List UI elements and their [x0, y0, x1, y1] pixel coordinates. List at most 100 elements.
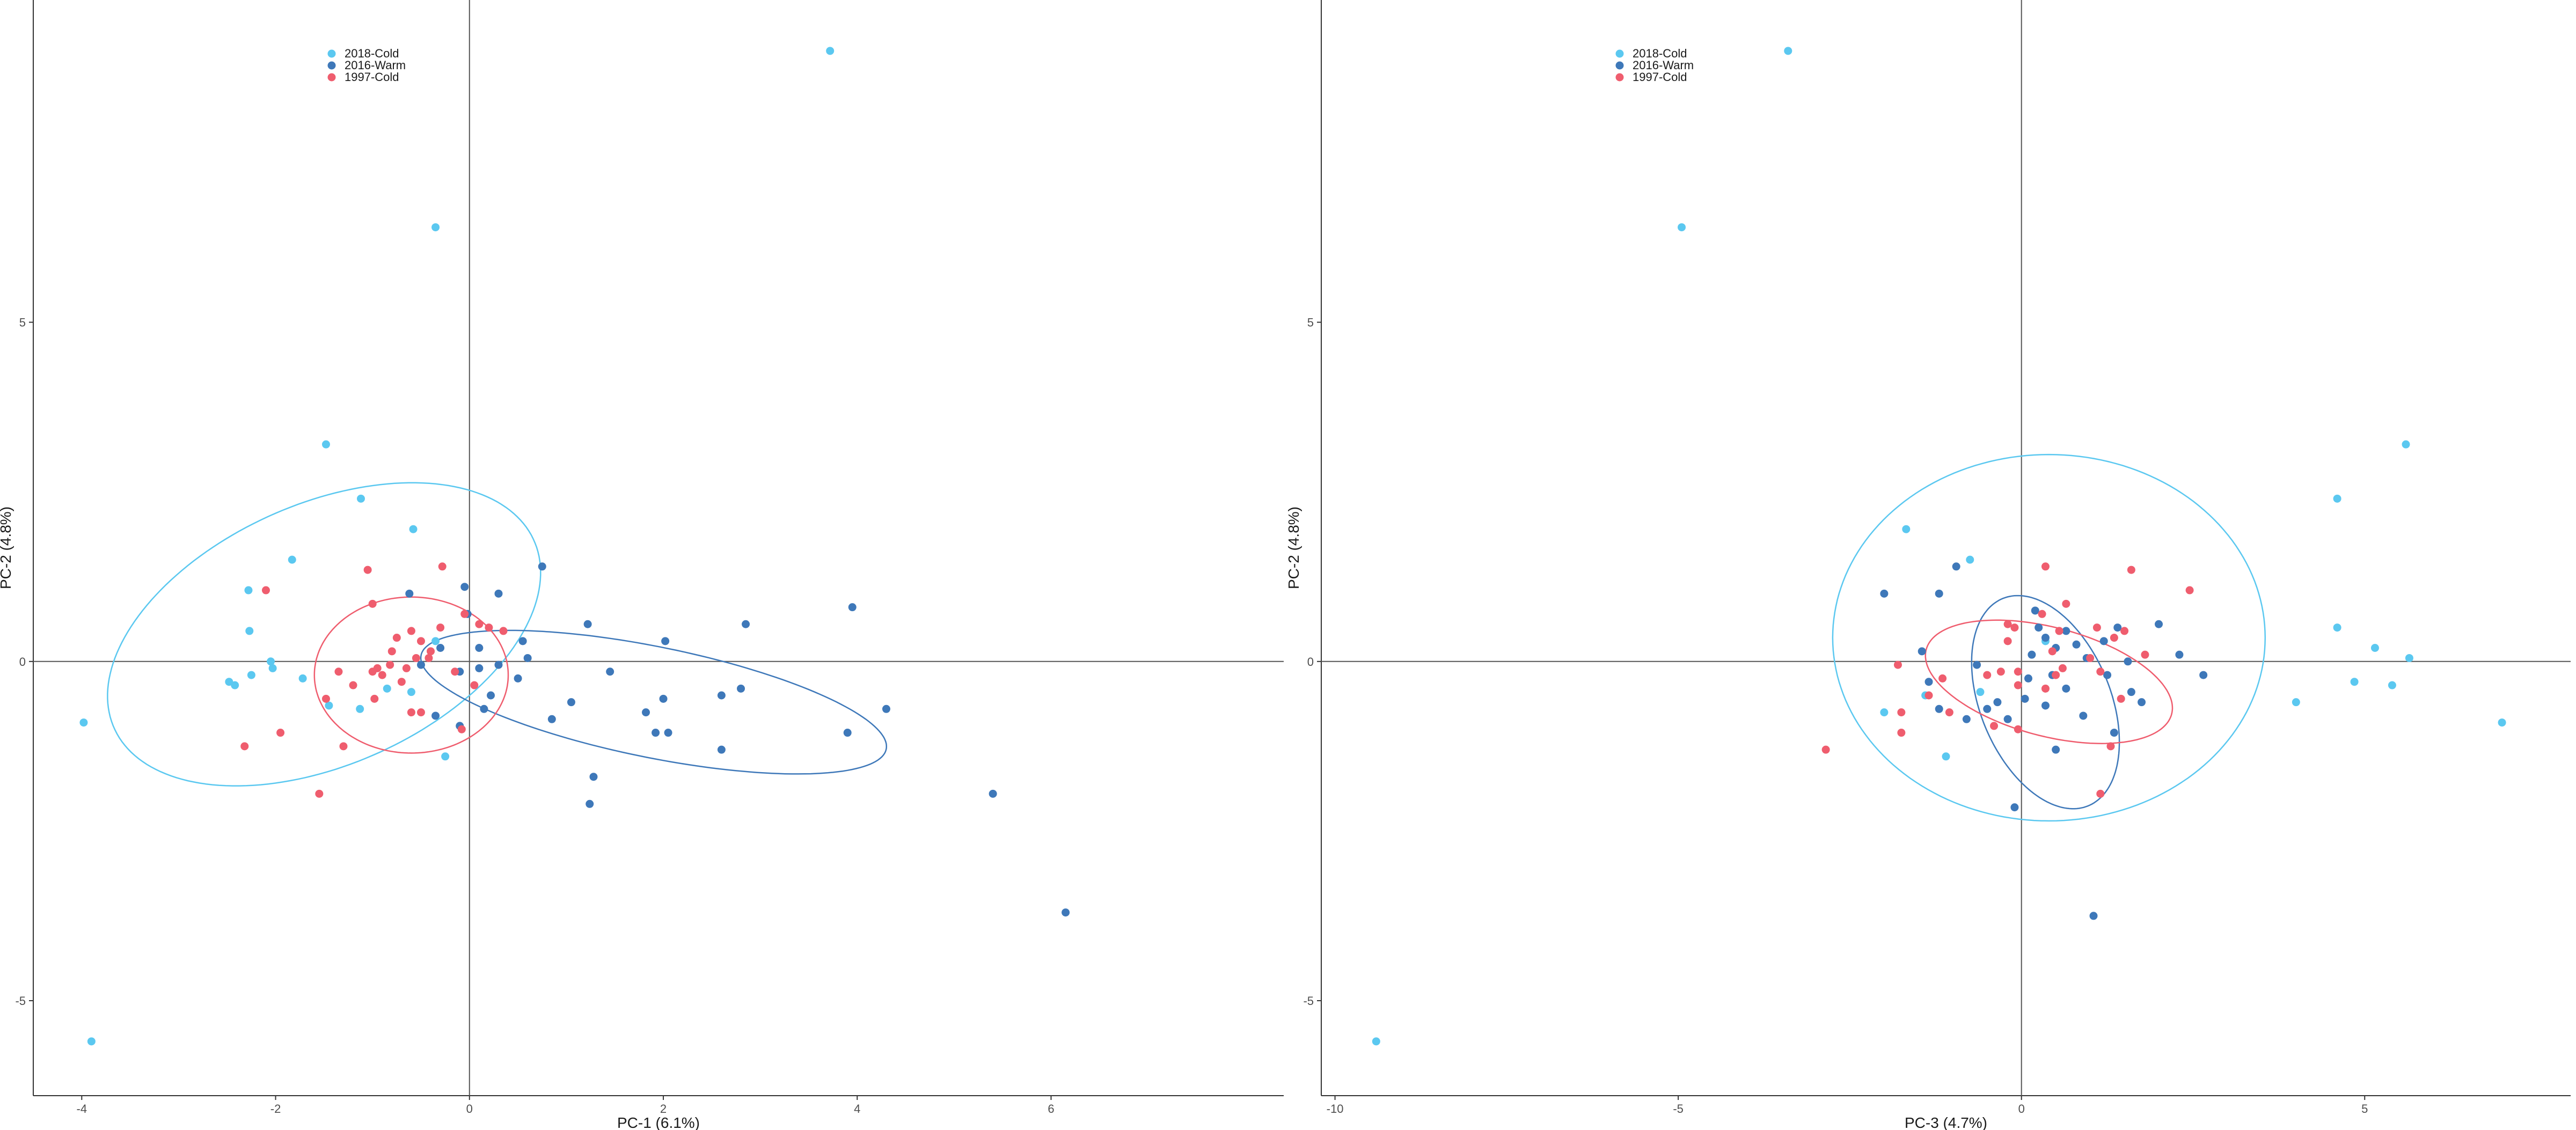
- point-1997-Cold: [499, 627, 508, 635]
- point-2016-Warm: [1952, 562, 1960, 571]
- point-1997-Cold: [334, 667, 343, 676]
- point-2016-Warm: [431, 711, 440, 720]
- point-2018-Cold: [1966, 555, 1974, 564]
- point-2016-Warm: [547, 715, 556, 723]
- point-2016-Warm: [2099, 637, 2108, 645]
- point-1997-Cold: [1945, 708, 1953, 717]
- point-1997-Cold: [370, 694, 379, 703]
- legend-label: 2018-Cold: [345, 47, 399, 60]
- point-2016-Warm: [843, 729, 852, 737]
- point-2016-Warm: [2052, 745, 2060, 754]
- point-1997-Cold: [2086, 654, 2095, 662]
- point-2016-Warm: [1918, 647, 1926, 656]
- x-tick-label: -4: [77, 1102, 87, 1116]
- point-2016-Warm: [2110, 729, 2118, 737]
- point-2016-Warm: [475, 664, 484, 672]
- point-1997-Cold: [2141, 650, 2149, 659]
- point-2018-Cold: [288, 555, 296, 564]
- point-2016-Warm: [2175, 650, 2184, 659]
- point-2018-Cold: [383, 684, 391, 693]
- point-2016-Warm: [742, 620, 750, 628]
- point-2016-Warm: [1973, 661, 1981, 669]
- chart-panel-2: -10 -5 0 5 -5 0 5 PC-3 (4.7%) PC-2 (4.8%) 2018-Co…: [1285, 0, 2571, 1130]
- x-tick-label: 5: [2361, 1102, 2368, 1116]
- point-1997-Cold: [2096, 789, 2105, 798]
- point-2018-Cold: [2370, 643, 2379, 652]
- point-2016-Warm: [882, 705, 890, 713]
- point-1997-Cold: [2092, 623, 2101, 632]
- x-tick-label: 4: [854, 1102, 860, 1116]
- point-2016-Warm: [1935, 589, 1943, 598]
- point-1997-Cold: [416, 637, 425, 645]
- y-axis-title: PC-2 (4.8%): [1285, 507, 1302, 589]
- point-1997-Cold: [349, 681, 357, 689]
- point-2018-Cold: [79, 718, 88, 727]
- point-1997-Cold: [315, 789, 324, 798]
- point-2016-Warm: [583, 620, 592, 628]
- ellipse-2018-Cold: [107, 482, 541, 787]
- point-2018-Cold: [267, 657, 275, 666]
- point-1997-Cold: [2041, 562, 2050, 571]
- point-2018-Cold: [2350, 678, 2359, 686]
- point-2018-Cold: [2405, 654, 2413, 662]
- point-1997-Cold: [1924, 691, 1933, 700]
- point-2016-Warm: [1983, 705, 1992, 713]
- point-1997-Cold: [436, 623, 445, 632]
- point-2016-Warm: [989, 789, 997, 798]
- point-2018-Cold: [268, 664, 277, 672]
- point-2018-Cold: [431, 637, 440, 645]
- point-1997-Cold: [368, 667, 377, 676]
- point-1997-Cold: [1990, 722, 1999, 730]
- x-tick-label: 6: [1048, 1102, 1054, 1116]
- point-1997-Cold: [2041, 684, 2050, 693]
- point-1997-Cold: [485, 623, 493, 632]
- point-1997-Cold: [386, 661, 394, 669]
- point-2016-Warm: [567, 698, 575, 707]
- point-2016-Warm: [664, 729, 672, 737]
- point-1997-Cold: [2038, 610, 2046, 618]
- point-2016-Warm: [2113, 623, 2122, 632]
- point-1997-Cold: [1897, 729, 1906, 737]
- point-2018-Cold: [244, 586, 253, 595]
- point-2016-Warm: [659, 694, 668, 703]
- ellipse-1997-Cold: [1924, 619, 2174, 744]
- point-1997-Cold: [427, 647, 435, 656]
- point-2016-Warm: [717, 745, 726, 754]
- point-2016-Warm: [2127, 688, 2135, 696]
- y-tick-label: -5: [15, 994, 26, 1008]
- point-2016-Warm: [2072, 640, 2081, 649]
- point-1997-Cold: [407, 708, 415, 717]
- point-2018-Cold: [325, 701, 333, 710]
- point-1997-Cold: [1938, 674, 1947, 683]
- point-2016-Warm: [460, 583, 469, 591]
- point-2016-Warm: [848, 603, 857, 612]
- point-1997-Cold: [1983, 671, 1992, 679]
- point-1997-Cold: [321, 694, 330, 703]
- point-1997-Cold: [412, 654, 420, 662]
- point-1997-Cold: [261, 586, 270, 595]
- point-2016-Warm: [487, 691, 495, 700]
- point-2016-Warm: [2003, 715, 2012, 723]
- legend-key-2018-Cold: [327, 49, 336, 58]
- point-2016-Warm: [2089, 912, 2098, 920]
- point-1997-Cold: [2106, 742, 2115, 751]
- point-2016-Warm: [1935, 705, 1943, 713]
- point-2018-Cold: [2292, 698, 2300, 707]
- point-2016-Warm: [2041, 701, 2050, 710]
- point-2016-Warm: [1062, 908, 1070, 917]
- ellipse-2016-Warm: [420, 629, 888, 775]
- legend-key-1997-Cold: [327, 73, 336, 82]
- point-2016-Warm: [475, 643, 484, 652]
- point-1997-Cold: [397, 678, 406, 686]
- point-1997-Cold: [2062, 599, 2070, 608]
- point-1997-Cold: [457, 725, 466, 733]
- point-1997-Cold: [2120, 627, 2129, 635]
- point-2016-Warm: [2062, 684, 2070, 693]
- point-2016-Warm: [2138, 698, 2146, 707]
- point-1997-Cold: [2010, 623, 2019, 632]
- point-1997-Cold: [339, 742, 348, 751]
- point-2016-Warm: [518, 637, 527, 645]
- point-2016-Warm: [2079, 711, 2088, 720]
- point-2018-Cold: [2388, 681, 2396, 689]
